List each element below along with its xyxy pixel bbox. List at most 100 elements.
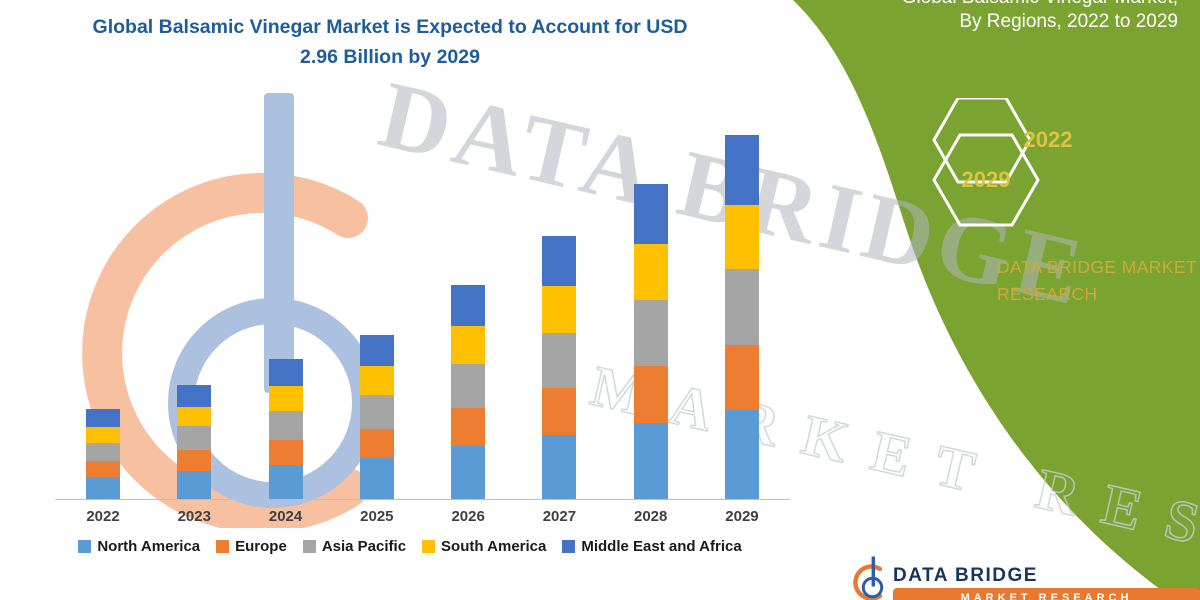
stacked-bar-2026 — [451, 285, 486, 499]
bar-segment — [724, 268, 759, 346]
legend-label: North America — [97, 538, 201, 555]
bar-column-2022: 2022 — [73, 409, 133, 525]
legend-item: North America — [78, 538, 200, 555]
year-hexagons: 2029 2022 — [932, 98, 1073, 227]
bar-segment — [542, 388, 577, 435]
bar-segment — [542, 235, 577, 287]
bar-segment — [86, 409, 120, 427]
bar-segment — [724, 204, 759, 269]
bar-segment — [451, 446, 486, 499]
footer-accent-bar: MARKET RESEARCH — [893, 588, 1200, 600]
x-axis-label: 2028 — [634, 508, 668, 525]
x-axis-label: 2025 — [360, 508, 394, 525]
bar-segment — [268, 358, 303, 386]
bar-segment — [451, 408, 486, 447]
chart-title-line2: 2.96 Billion by 2029 — [300, 46, 480, 68]
bar-column-2028: 2028 — [621, 184, 681, 525]
footer-logo-icon — [853, 556, 884, 600]
bar-segment — [633, 244, 668, 300]
bar-segment — [451, 285, 486, 326]
bar-segment — [177, 384, 212, 407]
bar-column-2026: 2026 — [438, 285, 498, 525]
chart-title-line1: Global Balsamic Vinegar Market is Expect… — [92, 16, 688, 38]
bar-segment — [268, 440, 303, 465]
bar-segment — [86, 426, 120, 443]
bar-segment — [633, 366, 668, 423]
legend-label: Europe — [235, 538, 287, 555]
legend-swatch — [422, 540, 436, 553]
bar-segment — [451, 363, 486, 409]
bar-segment — [724, 345, 759, 411]
bar-segment — [359, 394, 394, 429]
chart-legend: North America Europe Asia Pacific South Ame… — [30, 538, 790, 555]
stacked-bar-2027 — [542, 235, 577, 499]
legend-label: Middle East and Africa — [581, 538, 742, 555]
legend-item: Asia Pacific — [302, 538, 407, 555]
hexagon-year-2022: 2022 — [1024, 127, 1073, 152]
stacked-bar-2028 — [633, 184, 668, 499]
bar-segment — [177, 470, 212, 499]
stacked-bar-2029 — [724, 134, 759, 499]
brand-text-line1: DATA BRIDGE MARKET — [997, 257, 1198, 277]
stacked-bar-2023 — [177, 384, 212, 499]
bar-segment — [359, 458, 394, 499]
panel-heading: Global Balsamic Vinegar Market, By Regio… — [902, 0, 1178, 35]
hexagon-2029-outline — [932, 133, 1040, 227]
bar-column-2024: 2024 — [256, 358, 316, 525]
bar-segment — [86, 460, 120, 477]
bar-segment — [633, 184, 668, 245]
legend-swatch — [562, 540, 576, 553]
x-axis-label: 2029 — [725, 508, 759, 525]
bar-segment — [268, 410, 303, 441]
panel-heading-line1: Global Balsamic Vinegar Market, — [902, 0, 1178, 9]
legend-swatch — [78, 540, 92, 553]
bar-column-2023: 2023 — [164, 384, 224, 525]
brand-text: DATA BRIDGE MARKET RESEARCH — [997, 254, 1197, 308]
bar-segment — [177, 426, 212, 450]
bar-segment — [724, 410, 759, 499]
bar-segment — [177, 406, 212, 427]
bar-segment — [724, 134, 759, 205]
x-axis-label: 2027 — [542, 508, 577, 525]
chart-title: Global Balsamic Vinegar Market is Expect… — [45, 12, 735, 72]
bar-segment — [86, 476, 120, 499]
bar-segment — [451, 325, 486, 364]
plot-area: 2022 2023 2024 2025 2026 2027 2028 2029 — [55, 110, 790, 525]
hexagon-2022-outline — [932, 98, 1032, 184]
bar-segment — [633, 422, 668, 499]
bar-segment — [542, 435, 577, 499]
x-axis-label: 2024 — [268, 508, 303, 525]
bar-segment — [177, 449, 212, 471]
bar-segment — [268, 464, 303, 499]
legend-item: South America — [422, 538, 546, 555]
footer-logo-name: DATA BRIDGE — [893, 565, 1038, 586]
stacked-bar-2024 — [268, 358, 303, 499]
x-axis-label: 2023 — [177, 508, 211, 525]
stacked-bar-2025 — [359, 335, 394, 499]
bar-segment — [359, 366, 394, 395]
bar-column-2027: 2027 — [529, 235, 589, 525]
bar-segment — [542, 286, 577, 333]
bar-column-2029: 2029 — [712, 134, 772, 525]
bar-column-2025: 2025 — [347, 335, 407, 525]
stacked-bar-2022 — [86, 409, 120, 499]
legend-swatch — [302, 540, 316, 553]
bar-segment — [542, 332, 577, 389]
legend-item: Middle East and Africa — [562, 538, 742, 555]
bar-segment — [633, 299, 668, 367]
bar-segment — [359, 335, 394, 367]
legend-label: South America — [441, 538, 547, 555]
legend-swatch — [216, 540, 230, 553]
x-axis-label: 2022 — [86, 508, 120, 525]
legend-item: Europe — [216, 538, 287, 555]
panel-heading-line2: By Regions, 2022 to 2029 — [959, 11, 1178, 32]
brand-text-line2: RESEARCH — [997, 284, 1098, 304]
x-axis-label: 2026 — [451, 508, 485, 525]
bar-chart: 2022 2023 2024 2025 2026 2027 2028 2029 — [55, 110, 790, 525]
hexagon-year-2029: 2029 — [962, 167, 1011, 192]
bar-segment — [268, 385, 303, 411]
legend-label: Asia Pacific — [321, 538, 407, 555]
bar-segment — [86, 442, 120, 461]
bar-segment — [359, 428, 394, 459]
